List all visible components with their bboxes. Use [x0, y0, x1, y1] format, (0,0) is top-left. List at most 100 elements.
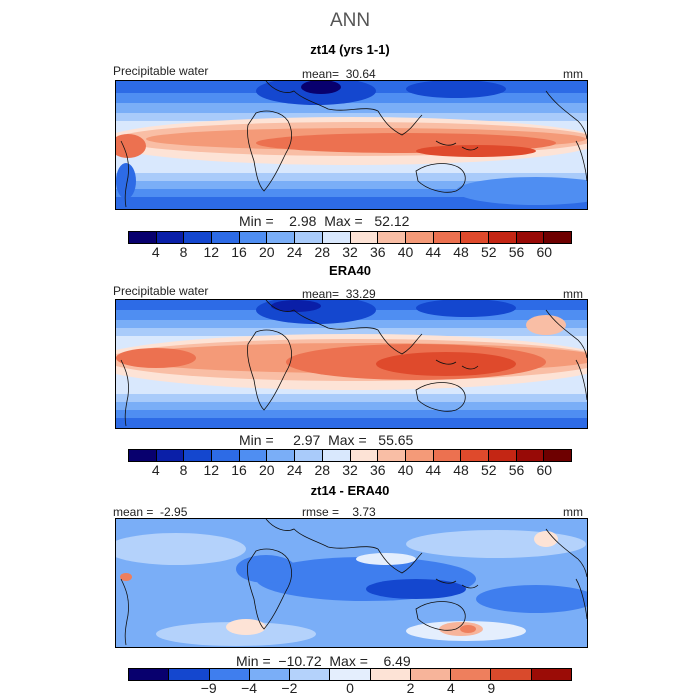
colorbar-tick-label: 48 — [453, 462, 469, 478]
panel-2-min-max: Min = 2.97 Max = 55.65 — [239, 432, 414, 448]
coastline — [415, 601, 466, 631]
colorbar-swatch — [184, 450, 213, 461]
field-blob — [226, 619, 266, 635]
colorbar-tick-label: 28 — [314, 244, 331, 260]
field-blob — [416, 145, 536, 157]
colorbar-tick-label: 52 — [480, 244, 497, 260]
colorbar-tick-label: 4 — [151, 244, 160, 260]
coastline — [247, 329, 292, 411]
colorbar-tick-label: 4 — [446, 680, 455, 696]
panel-3-units-label: mm — [563, 505, 583, 519]
colorbar-tick-label: 2 — [406, 680, 415, 696]
panel-2-map — [115, 299, 588, 429]
field-blob — [116, 533, 246, 565]
coastline — [435, 578, 479, 589]
colorbar-swatch — [295, 450, 323, 461]
coastline — [575, 578, 587, 620]
coastline — [120, 140, 129, 208]
colorbar-tick-label: 60 — [536, 462, 553, 478]
coastline — [265, 519, 379, 550]
panel-1-map-svg — [116, 81, 587, 209]
colorbar-tick-label: 56 — [508, 462, 525, 478]
colorbar-swatch — [330, 669, 371, 680]
field-blob — [116, 348, 196, 368]
colorbar-swatch — [378, 232, 406, 243]
colorbar-swatch — [129, 669, 170, 680]
coastline — [415, 163, 466, 193]
colorbar-swatch — [156, 450, 185, 461]
panel-1-title: zt14 (yrs 1-1) — [310, 42, 390, 57]
colorbar-swatch — [410, 669, 452, 680]
colorbar-swatch — [350, 450, 379, 461]
colorbar-tick-label: 12 — [203, 244, 220, 260]
colorbar-tick-label: 56 — [508, 244, 525, 260]
colorbar-tick-label: 52 — [480, 462, 497, 478]
field-blob — [406, 530, 586, 558]
panel-1-map — [115, 80, 588, 210]
colorbar-tick-label: 32 — [342, 244, 358, 260]
colorbar-tick-label: 48 — [453, 244, 469, 260]
panel-3-min-max: Min = −10.72 Max = 6.49 — [236, 653, 411, 669]
coastline — [575, 140, 587, 182]
colorbar-tick-label: 4 — [151, 462, 160, 478]
colorbar-tick-label: 0 — [346, 680, 354, 696]
panel-2-title: ERA40 — [329, 263, 371, 278]
field-blob — [156, 622, 316, 646]
coastline — [265, 300, 379, 331]
colorbar-swatch — [370, 669, 411, 680]
colorbar-tick-label: 12 — [203, 462, 220, 478]
panel-2-colorbar — [128, 449, 572, 462]
colorbar-swatch — [350, 232, 379, 243]
colorbar-swatch — [295, 232, 323, 243]
colorbar-tick-label: −9 — [200, 680, 217, 696]
colorbar-tick-label: 60 — [536, 244, 553, 260]
coastline — [265, 81, 379, 112]
panel-3-mean-label: mean = -2.95 — [113, 505, 188, 519]
colorbar-tick-label: 16 — [231, 462, 247, 478]
panel-3-title: zt14 - ERA40 — [310, 483, 390, 498]
panel-2-mean-label: mean= 33.29 — [302, 287, 376, 301]
panel-1-min-max: Min = 2.98 Max = 52.12 — [239, 213, 410, 229]
colorbar-tick-label: 36 — [369, 462, 386, 478]
field-blob — [301, 81, 341, 94]
field-blob — [356, 553, 416, 565]
field-blob — [534, 531, 558, 547]
colorbar-swatch — [169, 669, 210, 680]
colorbar-swatch — [239, 232, 268, 243]
colorbar-tick-label: 8 — [179, 244, 188, 260]
colorbar-swatch — [129, 450, 157, 461]
coastline — [247, 548, 292, 630]
colorbar-swatch — [156, 232, 185, 243]
colorbar-swatch — [212, 450, 240, 461]
field-blob — [526, 315, 566, 335]
colorbar-tick-label: 20 — [258, 244, 275, 260]
colorbar-swatch — [249, 669, 291, 680]
field-blob — [116, 134, 146, 158]
colorbar-swatch — [544, 232, 571, 243]
panel-2-variable-label: Precipitable water — [113, 284, 209, 298]
field-blob — [236, 555, 296, 583]
colorbar-swatch — [405, 450, 434, 461]
colorbar-tick-label: 24 — [286, 462, 303, 478]
colorbar-tick-label: 20 — [258, 462, 275, 478]
colorbar-tick-label: −4 — [241, 680, 258, 696]
coastline — [545, 528, 587, 578]
panel-1-colorbar — [128, 231, 572, 244]
panel-2-units-label: mm — [563, 287, 583, 301]
coastline — [545, 90, 587, 140]
field-blob — [460, 625, 476, 633]
field-blob — [456, 177, 587, 205]
colorbar-tick-label: 16 — [231, 244, 247, 260]
colorbar-swatch — [129, 232, 157, 243]
coastline — [247, 110, 292, 192]
field-blob — [406, 81, 506, 98]
colorbar-tick-label: 9 — [487, 680, 496, 696]
panel-3-map — [115, 518, 588, 648]
colorbar-swatch — [451, 669, 492, 680]
colorbar-swatch — [433, 232, 462, 243]
field-blob — [116, 163, 136, 199]
colorbar-tick-label: 32 — [342, 462, 358, 478]
colorbar-swatch — [488, 450, 517, 461]
field-blob — [416, 300, 516, 317]
colorbar-swatch — [544, 450, 571, 461]
